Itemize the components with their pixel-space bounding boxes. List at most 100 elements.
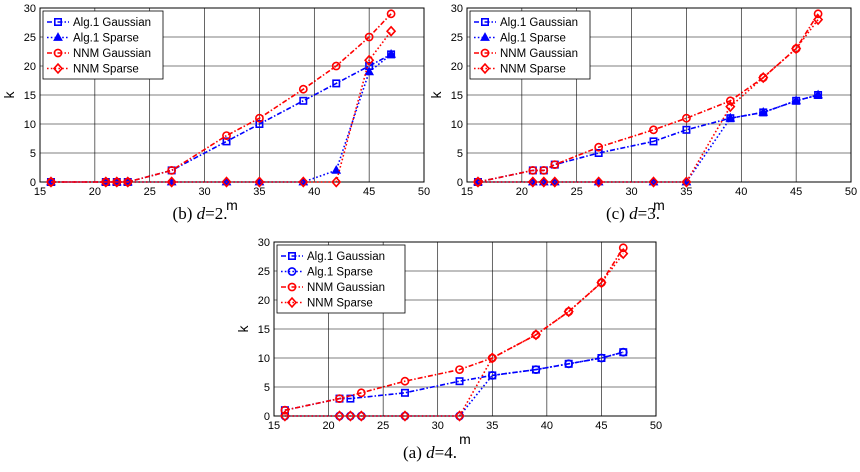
legend-marker (286, 296, 298, 309)
y-tick-label: 30 (24, 3, 36, 15)
caption: (b) d=2. (173, 204, 228, 223)
axes-frame (273, 241, 657, 417)
y-tick-label: 25 (258, 266, 270, 278)
data-point (400, 376, 410, 386)
data-point (364, 32, 374, 42)
y-axis-label: k (428, 91, 444, 99)
data-point (813, 89, 823, 99)
data-point (111, 176, 122, 188)
legend-box (276, 244, 406, 314)
x-tick-label: 50 (418, 186, 430, 198)
data-point (345, 410, 356, 422)
data-point (255, 120, 264, 129)
y-tick-label: 30 (451, 3, 463, 15)
axes-frame (39, 7, 425, 183)
data-point (298, 84, 308, 94)
data-point (597, 353, 606, 363)
x-tick-label: 25 (144, 186, 156, 198)
x-axis-label: m (653, 197, 665, 213)
y-tick-label: 10 (451, 119, 463, 131)
data-point (222, 137, 231, 146)
data-point (725, 112, 736, 122)
data-point (682, 125, 691, 134)
legend-label: Alg.1 Sparse (500, 33, 566, 45)
data-point (399, 410, 411, 422)
legend-marker (52, 62, 64, 75)
legend-marker (287, 252, 296, 261)
x-tick-label: 20 (516, 186, 528, 198)
x-tick-label: 30 (625, 186, 637, 198)
data-point (527, 176, 538, 188)
data-point (528, 165, 538, 175)
legend-marker (480, 48, 490, 58)
legend-label: Alg.1 Sparse (307, 267, 373, 279)
y-tick-label: 20 (451, 61, 463, 73)
data-point (618, 248, 629, 260)
data-point (594, 149, 603, 158)
data-point (594, 142, 604, 152)
legend: Alg.1 Gaussian Alg.1 Sparse NNM Gaussian NN… (42, 10, 164, 80)
data-point (331, 176, 342, 188)
y-tick-label: 0 (457, 177, 463, 189)
data-point (758, 106, 769, 116)
data-point (356, 388, 366, 398)
series-4 (472, 14, 824, 188)
y-tick-label: 30 (258, 237, 270, 249)
data-point (725, 96, 735, 106)
data-point (386, 9, 396, 19)
x-tick-label: 15 (268, 420, 280, 432)
y-tick-label: 10 (258, 353, 270, 365)
x-tick-label: 50 (845, 186, 857, 198)
legend-label: Alg.1 Gaussian (500, 17, 578, 29)
x-tick-label: 40 (541, 420, 553, 432)
data-point (331, 164, 342, 174)
data-point (364, 54, 375, 66)
x-tick-label: 15 (461, 186, 473, 198)
data-point (813, 9, 823, 19)
data-point (332, 79, 341, 88)
data-point (222, 131, 231, 140)
data-point (649, 125, 658, 135)
x-tick-label: 30 (198, 186, 210, 198)
x-tick-label: 20 (322, 420, 334, 432)
x-tick-label: 45 (595, 420, 607, 432)
legend-marker (53, 17, 62, 26)
chart-panel-3: 15 20 25 30 35 40 45 50 0 5 10 15 20 25 30 m k Alg.1 Gaus… (235, 237, 662, 462)
x-tick-label: 30 (432, 420, 444, 432)
data-point (299, 96, 308, 105)
y-axis-label: k (235, 325, 251, 333)
data-point (254, 176, 265, 188)
legend-marker (479, 62, 491, 75)
data-point (334, 410, 345, 422)
data-point (386, 48, 396, 58)
chart-panel-2: 15 20 25 30 35 40 45 50 0 5 10 15 20 25 30 m k Alg.1 Gaus… (428, 3, 857, 223)
y-tick-label: 0 (30, 177, 36, 189)
data-point (682, 113, 691, 123)
x-tick-label: 45 (790, 186, 802, 198)
caption: (a) d=4. (403, 443, 457, 462)
data-point (487, 370, 497, 380)
data-point (122, 176, 133, 188)
y-tick-label: 10 (24, 119, 36, 131)
data-point (335, 394, 344, 403)
chart-panel-1: 15 20 25 30 35 40 45 50 0 5 10 15 20 25 30 m k Alg.1 Gaus… (1, 3, 430, 223)
series-line (284, 247, 624, 411)
x-tick-label: 25 (571, 186, 583, 198)
data-point (813, 14, 824, 26)
legend: Alg.1 Gaussian Alg.1 Sparse NNM Gaussian NN… (469, 10, 591, 80)
y-tick-label: 0 (264, 411, 270, 423)
data-point (255, 113, 264, 123)
data-point (593, 176, 604, 188)
data-point (279, 410, 290, 422)
data-point (596, 277, 607, 289)
data-point (454, 410, 465, 422)
x-tick-label: 40 (308, 186, 320, 198)
legend-label: Alg.1 Gaussian (73, 17, 151, 29)
data-point (538, 176, 549, 188)
legend-marker (287, 267, 297, 276)
legend-box (469, 10, 591, 80)
x-axis-label: m (226, 197, 238, 213)
legend-label: NNM Gaussian (307, 282, 385, 294)
legend-label: NNM Gaussian (73, 48, 151, 60)
